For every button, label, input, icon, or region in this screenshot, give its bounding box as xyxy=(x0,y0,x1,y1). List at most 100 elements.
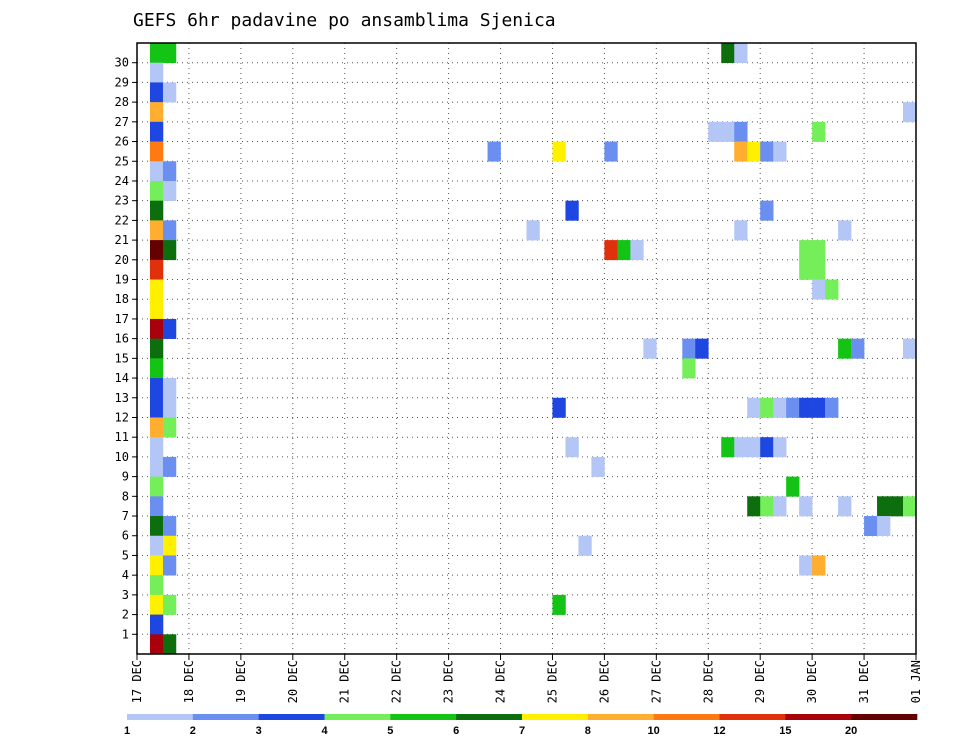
x-tick-label: 26 DEC xyxy=(597,660,611,703)
legend-swatch xyxy=(127,714,194,720)
y-tick-label: 6 xyxy=(122,529,129,543)
heatmap-cell xyxy=(162,180,177,201)
heatmap-cell xyxy=(734,437,748,458)
y-tick-label: 21 xyxy=(115,233,129,247)
y-tick-label: 8 xyxy=(122,489,129,503)
heatmap-cell xyxy=(526,220,540,241)
legend-swatch xyxy=(719,714,786,720)
y-tick-label: 24 xyxy=(115,174,129,188)
heatmap-cell xyxy=(149,516,164,537)
heatmap-cell xyxy=(838,496,852,517)
legend-label: 6 xyxy=(453,725,459,737)
heatmap-cell xyxy=(799,496,813,517)
x-tick-label: 23 DEC xyxy=(442,660,456,703)
heatmap-cell xyxy=(149,417,164,438)
heatmap-cell xyxy=(149,200,164,221)
heatmap-cell xyxy=(162,397,177,418)
heatmap-cell xyxy=(162,240,177,261)
y-tick-label: 20 xyxy=(115,253,129,267)
heatmap-cell xyxy=(747,437,761,458)
heatmap-cell xyxy=(903,102,917,123)
y-tick-label: 3 xyxy=(122,588,129,602)
heatmap-cell xyxy=(812,121,826,142)
heatmap-cell xyxy=(162,43,177,64)
heatmap-cell xyxy=(149,220,164,241)
heatmap-cell xyxy=(149,594,164,615)
heatmap-cell xyxy=(812,397,826,418)
heatmap-cell xyxy=(552,397,566,418)
x-tick-label: 24 DEC xyxy=(494,660,508,703)
heatmap-cell xyxy=(149,555,164,576)
y-tick-label: 4 xyxy=(122,568,129,582)
y-tick-label: 13 xyxy=(115,391,129,405)
heatmap-cell xyxy=(149,141,164,162)
heatmap-cell xyxy=(734,43,748,64)
y-tick-label: 12 xyxy=(115,410,129,424)
y-tick-label: 7 xyxy=(122,509,129,523)
heatmap-cell xyxy=(760,200,774,221)
heatmap-cell xyxy=(149,121,164,142)
heatmap-cell xyxy=(162,516,177,537)
legend-swatch xyxy=(587,714,654,720)
heatmap-cell xyxy=(149,614,164,635)
heatmap-cell xyxy=(578,535,592,556)
heatmap-cell xyxy=(565,437,579,458)
y-tick-label: 23 xyxy=(115,194,129,208)
heatmap-cell xyxy=(604,240,618,261)
y-tick-label: 1 xyxy=(122,627,129,641)
x-tick-label: 17 DEC xyxy=(130,660,144,703)
heatmap-cell xyxy=(149,634,164,655)
y-tick-label: 9 xyxy=(122,470,129,484)
heatmap-cell xyxy=(565,200,579,221)
y-tick-label: 30 xyxy=(115,56,129,70)
heatmap-cell xyxy=(721,121,735,142)
x-tick-label: 20 DEC xyxy=(286,660,300,703)
y-tick-label: 15 xyxy=(115,351,129,365)
x-tick-label: 30 DEC xyxy=(805,660,819,703)
x-tick-label: 27 DEC xyxy=(649,660,663,703)
heatmap-cell xyxy=(149,62,164,83)
heatmap-cell xyxy=(695,338,709,359)
heatmap-cell xyxy=(838,338,852,359)
heatmap-cell xyxy=(149,299,164,320)
x-tick-label: 25 DEC xyxy=(545,660,559,703)
heatmap-cell xyxy=(162,594,177,615)
legend-label: 7 xyxy=(519,725,525,737)
heatmap-cell xyxy=(604,141,618,162)
heatmap-cells xyxy=(149,43,917,655)
heatmap-cell xyxy=(864,516,878,537)
heatmap-cell xyxy=(747,141,761,162)
heatmap-cell xyxy=(773,437,787,458)
heatmap-cell xyxy=(643,338,657,359)
heatmap-cell xyxy=(149,437,164,458)
heatmap-cell xyxy=(747,397,761,418)
heatmap-cell xyxy=(734,141,748,162)
legend-label: 8 xyxy=(585,725,591,737)
heatmap-cell xyxy=(812,259,826,280)
y-tick-label: 14 xyxy=(115,371,129,385)
heatmap-cell xyxy=(734,121,748,142)
heatmap-cell xyxy=(903,338,917,359)
legend-swatch xyxy=(390,714,457,720)
heatmap-cell xyxy=(721,43,735,64)
y-tick-label: 18 xyxy=(115,292,129,306)
heatmap-cell xyxy=(487,141,501,162)
x-tick-label: 01 JAN xyxy=(909,660,923,703)
y-axis-ticks: 1234567891011121314151617181920212223242… xyxy=(115,56,137,641)
heatmap-cell xyxy=(682,338,696,359)
legend-label: 4 xyxy=(321,725,328,737)
heatmap-cell xyxy=(149,378,164,399)
chart-title: GEFS 6hr padavine po ansamblima Sjenica xyxy=(133,10,556,31)
heatmap-cell xyxy=(162,161,177,182)
heatmap-cell xyxy=(552,141,566,162)
legend-swatch xyxy=(324,714,391,720)
heatmap-cell xyxy=(149,575,164,596)
y-tick-label: 22 xyxy=(115,213,129,227)
heatmap-cell xyxy=(877,496,891,517)
heatmap-cell xyxy=(162,318,177,339)
heatmap-cell xyxy=(149,338,164,359)
heatmap-cell xyxy=(799,397,813,418)
heatmap-cell xyxy=(682,358,696,379)
plot-area-frame xyxy=(136,42,917,655)
heatmap-cell xyxy=(812,279,826,300)
